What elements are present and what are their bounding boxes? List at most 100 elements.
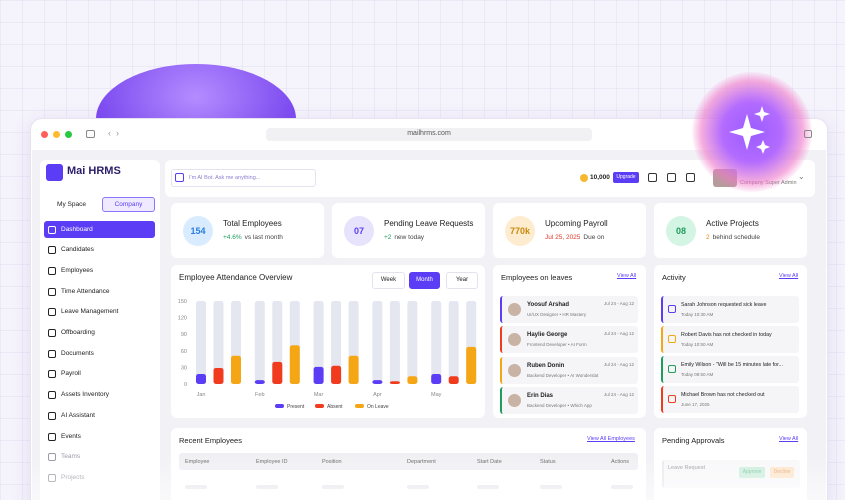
nav-item[interactable] xyxy=(44,221,155,238)
stat-value: 08 xyxy=(666,216,696,246)
bar-track xyxy=(372,301,383,384)
view-all-link[interactable]: View All xyxy=(617,273,637,279)
bar xyxy=(407,376,418,384)
activity-text: Emily Wilson - "Will be 15 minutes late … xyxy=(681,362,783,368)
bar xyxy=(372,380,383,384)
nav-label[interactable]: Offboarding xyxy=(61,329,95,336)
bar xyxy=(231,355,241,384)
bar-track xyxy=(213,301,224,384)
bar-track xyxy=(389,301,400,384)
stat-note: behind schedule xyxy=(712,234,760,241)
attendance-chart: 0 30 60 90 120 150 Jan Feb Mar Apr May Present Absen… xyxy=(178,299,477,410)
bar-track xyxy=(196,301,206,384)
nav-icon xyxy=(48,432,56,441)
view-all-link[interactable]: View All Employees xyxy=(587,436,635,442)
y-tick-label: 0 xyxy=(184,382,187,388)
legend-label: On Leave xyxy=(367,404,389,410)
activity-time: Today 10:30 AM xyxy=(681,312,714,317)
activity-item xyxy=(661,326,799,353)
legend-label: Absent xyxy=(327,404,343,410)
activity-text: Robert Davis has not checked in today xyxy=(681,332,772,338)
nav-label[interactable]: Events xyxy=(61,432,81,440)
bar-track xyxy=(331,301,342,384)
tab[interactable]: My Space xyxy=(57,201,86,208)
x-tick-label: Mar xyxy=(314,392,324,398)
bar-track xyxy=(313,301,324,384)
nav-icon xyxy=(48,308,56,317)
stat-delta: Jul 25, 2025 xyxy=(545,234,581,241)
leave-avatar xyxy=(508,363,521,377)
nav-icon xyxy=(48,266,56,275)
header-icon[interactable] xyxy=(667,173,676,182)
leave-dates: Jul 24 - Aug 12 xyxy=(604,301,635,306)
header-icon[interactable] xyxy=(648,173,657,182)
bar xyxy=(389,381,400,384)
activity-icon xyxy=(668,335,676,343)
user-menu-chevron[interactable]: ⌄ xyxy=(798,172,805,181)
recent-title: Recent Employees xyxy=(179,436,242,445)
stat-note: Due on xyxy=(583,234,605,241)
logo-icon xyxy=(46,164,63,181)
bar-track xyxy=(407,301,418,384)
nav-label[interactable]: Candidates xyxy=(61,246,94,254)
bar xyxy=(448,376,459,384)
brand-name: Mai HRMS xyxy=(67,165,121,177)
nav-icon xyxy=(48,287,56,296)
leave-dates: Jul 24 - Aug 12 xyxy=(604,361,635,367)
bottom-fade xyxy=(32,455,826,500)
bar xyxy=(272,361,283,384)
tab[interactable]: Company xyxy=(102,197,155,212)
y-tick-label: 150 xyxy=(178,299,187,305)
y-tick-label: 60 xyxy=(181,349,187,355)
nav-label[interactable]: Documents xyxy=(61,349,94,357)
sparkles xyxy=(729,106,770,154)
search-box[interactable] xyxy=(171,169,316,187)
bar xyxy=(196,374,206,384)
y-tick-label: 120 xyxy=(178,316,187,322)
upgrade-button[interactable]: Upgrade xyxy=(613,172,639,183)
url-bar[interactable] xyxy=(266,128,592,141)
bar xyxy=(213,367,224,384)
leave-name: Ruben Donin xyxy=(527,362,565,369)
window-icon[interactable] xyxy=(804,130,812,138)
nav-label[interactable]: AI Assistant xyxy=(61,411,95,419)
y-tick-label: 90 xyxy=(181,332,187,338)
nav-label[interactable]: Leave Management xyxy=(61,308,119,316)
window-dot[interactable] xyxy=(53,131,60,138)
view-all-link[interactable]: View All xyxy=(779,436,799,442)
period-button[interactable]: Week xyxy=(372,272,405,289)
sidebar-toggle[interactable] xyxy=(86,130,95,138)
period-button[interactable]: Month xyxy=(409,272,440,289)
header-icon[interactable] xyxy=(686,173,695,182)
x-tick-label: Jan xyxy=(197,392,206,398)
activity-icon xyxy=(668,365,676,373)
window-dot[interactable] xyxy=(65,131,72,138)
activity-item xyxy=(661,386,799,413)
stat-delta: +2 xyxy=(384,234,392,241)
url-text: mailhrms.com xyxy=(407,130,451,137)
stat-delta: 2 xyxy=(706,234,710,241)
bar-track xyxy=(448,301,459,384)
leave-role: Frontend Developer • AI Form xyxy=(527,342,587,348)
bar xyxy=(348,355,359,384)
nav-label[interactable]: Assets Inventory xyxy=(61,391,110,399)
window-dot[interactable] xyxy=(41,131,48,138)
nav-label[interactable]: Dashboard xyxy=(61,225,93,233)
nav-icon xyxy=(48,329,56,337)
stat-label: Total Employees xyxy=(223,219,282,228)
approvals-title: Pending Approvals xyxy=(662,436,725,445)
leave-dates: Jul 24 - Aug 12 xyxy=(604,391,635,397)
leave-item xyxy=(500,356,638,384)
leave-role: Backend Developer • AI Wonderslat xyxy=(527,372,599,378)
sidebar xyxy=(40,160,160,500)
nav-label[interactable]: Payroll xyxy=(61,370,81,378)
activity-text: Michael Brown has not checked out xyxy=(681,392,765,398)
stat-value: 07 xyxy=(344,216,374,246)
nav-label[interactable]: Employees xyxy=(61,266,94,274)
ai-orb xyxy=(692,72,812,192)
search-placeholder: I'm AI Bot. Ask me anything... xyxy=(189,175,261,181)
period-button[interactable]: Year xyxy=(446,272,478,289)
view-all-link[interactable]: View All xyxy=(779,273,799,279)
nav-arrows[interactable]: ‹ › xyxy=(108,128,119,138)
nav-label[interactable]: Time Attendance xyxy=(61,287,110,295)
